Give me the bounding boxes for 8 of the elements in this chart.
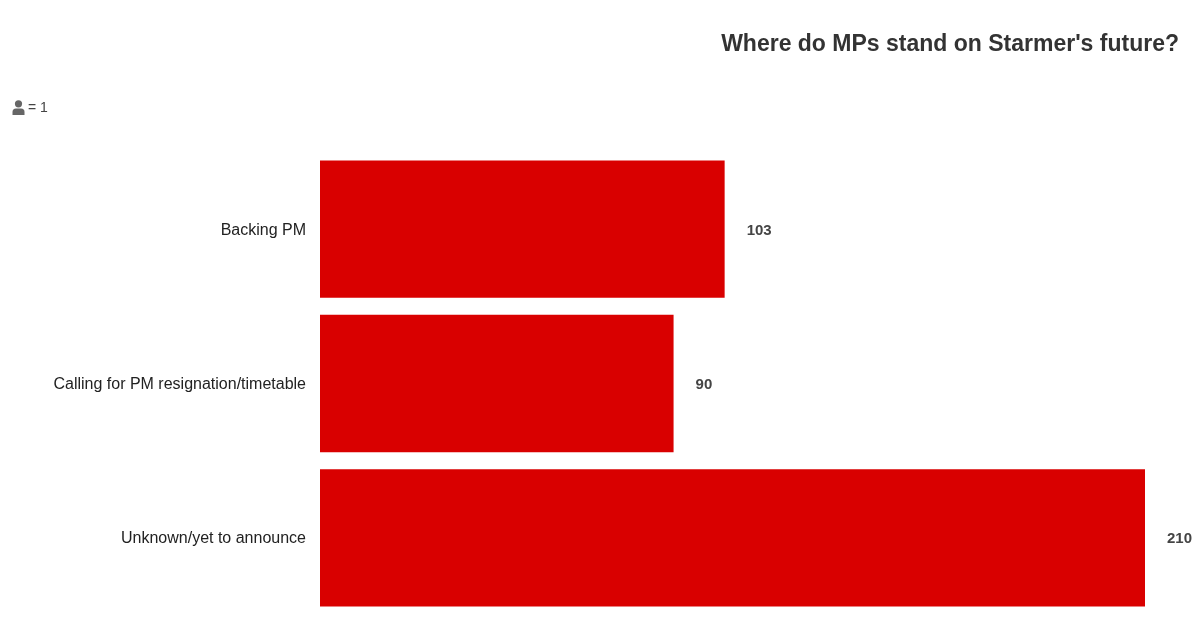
y-tick-label: Calling for PM resignation/timetable: [53, 375, 307, 392]
text: = 1: [28, 99, 48, 115]
data-label: 103: [746, 220, 772, 238]
y-tick-label: Backing PM: [220, 220, 306, 238]
data-label: 90: [695, 375, 713, 392]
chart-title: Where do MPs stand on Starmer's future?: [721, 29, 1180, 56]
y-tick-label: Unknown/yet to announce: [120, 529, 307, 547]
data-label: 210: [1167, 529, 1193, 547]
